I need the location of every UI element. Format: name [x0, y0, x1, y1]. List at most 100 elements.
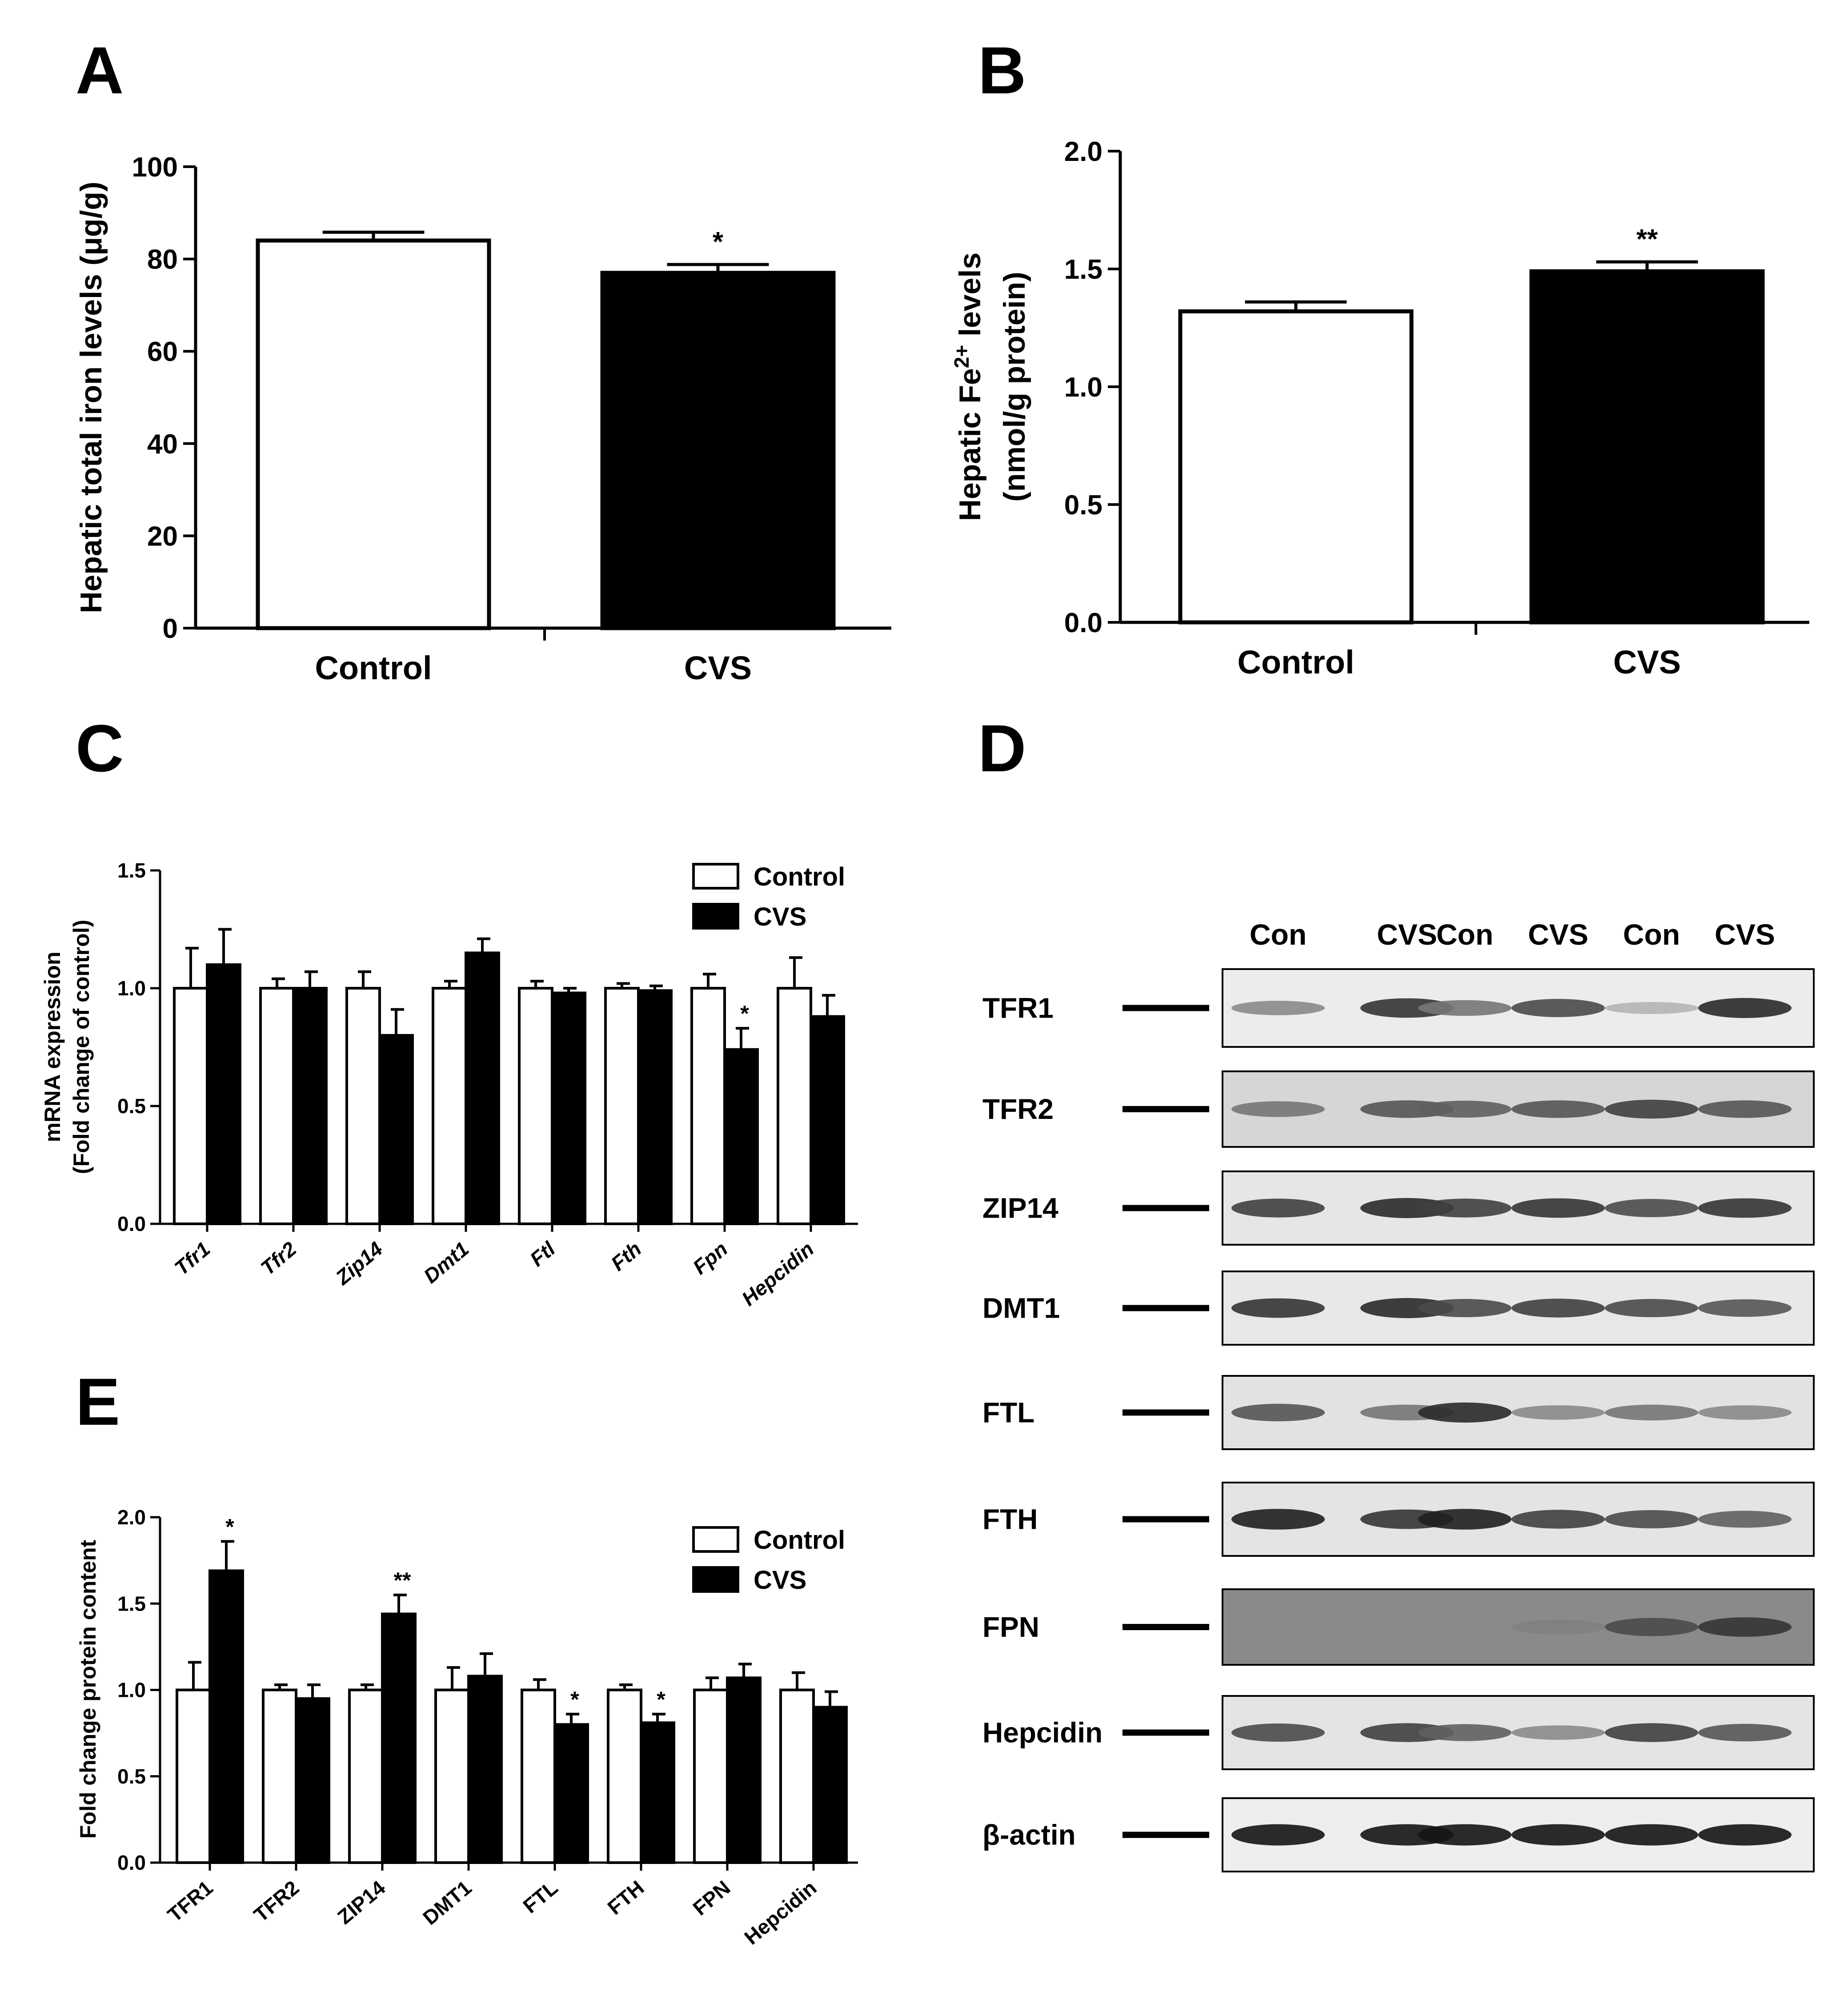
- y-tick-label: 2.0: [1064, 136, 1102, 167]
- category-label: TFR2: [249, 1876, 304, 1927]
- category-label: Hepcidin: [737, 1237, 818, 1311]
- blot-band: [1231, 1824, 1325, 1846]
- category-label: Tfr2: [256, 1237, 301, 1280]
- panel-letter-d: D: [978, 711, 1026, 786]
- bar-cvs: [465, 951, 500, 1225]
- blot-band: [1231, 1723, 1325, 1742]
- significance-marker: **: [394, 1568, 411, 1593]
- blot-band: [1511, 1619, 1605, 1635]
- y-tick-label: 1.0: [117, 1679, 146, 1702]
- y-tick-label: 60: [147, 337, 178, 367]
- bar-cvs: [810, 1015, 845, 1226]
- bar-control: [345, 987, 381, 1225]
- blot-band: [1511, 1405, 1605, 1420]
- blot-band: [1605, 1618, 1698, 1636]
- bar-cvs: [206, 963, 241, 1225]
- blot-band: [1605, 1404, 1698, 1421]
- blot-band: [1511, 999, 1605, 1017]
- blot-band: [1511, 1824, 1605, 1846]
- bar-control: [693, 1688, 729, 1864]
- blot-band: [1511, 1198, 1605, 1218]
- y-axis-label: mRNA expression: [40, 952, 65, 1142]
- significance-marker: *: [713, 227, 724, 257]
- blot-row-label: β-actin: [982, 1819, 1076, 1851]
- blot-row-label: Hepcidin: [982, 1717, 1102, 1749]
- category-label: Hepcidin: [740, 1876, 821, 1949]
- blot-band: [1605, 1824, 1698, 1846]
- category-label: Control: [1237, 644, 1354, 681]
- chart-a: 0 20 40 60 80 100 Control CVS * Hepatic total iro…: [74, 152, 891, 686]
- chart-e: 0.0 0.5 1.0 1.5 2.0 * TFR1 TFR2 ** ZIP14 DMT1 * FTL *…: [76, 1506, 858, 1949]
- category-label: Fth: [606, 1237, 645, 1275]
- y-tick-label: 1.5: [117, 859, 146, 882]
- legend-label-control: Control: [754, 862, 845, 891]
- lane-label: CVS: [1377, 918, 1437, 951]
- blot-band: [1418, 1824, 1511, 1846]
- y-axis-label: Fold change protein content: [76, 1540, 100, 1839]
- bar-cvs: [292, 987, 328, 1225]
- category-label: Ftl: [525, 1237, 560, 1271]
- legend-swatch-cvs: [692, 903, 739, 930]
- blot-row-label: FTH: [982, 1503, 1038, 1535]
- blot-row-label: ZIP14: [982, 1192, 1058, 1224]
- blot-row-label: TFR1: [982, 992, 1054, 1024]
- y-tick-label: 2.0: [117, 1506, 146, 1529]
- y-tick-label: 0: [163, 613, 178, 644]
- blot-band: [1698, 1100, 1792, 1118]
- bar-control: [521, 1688, 556, 1864]
- bar-cvs: [726, 1676, 762, 1864]
- bar-cvs: [208, 1569, 244, 1864]
- bar-cvs: [637, 989, 673, 1226]
- y-tick-label: 100: [132, 152, 178, 183]
- blot-band: [1418, 1724, 1511, 1741]
- blot-band: [1231, 1509, 1325, 1530]
- category-label: FTL: [518, 1876, 562, 1918]
- blot-band: [1698, 1824, 1792, 1846]
- blot-band: [1231, 1619, 1325, 1635]
- blot-row-label: FPN: [982, 1611, 1039, 1643]
- blot-band: [1511, 1299, 1605, 1318]
- significance-marker: **: [1636, 224, 1658, 255]
- lane-label: CVS: [1715, 918, 1775, 951]
- y-tick-label: 80: [147, 244, 178, 275]
- y-tick-label: 0.5: [117, 1094, 146, 1118]
- y-tick-label: 1.0: [1064, 372, 1102, 403]
- y-axis-label-line2: (nmol/g protein): [998, 272, 1031, 501]
- y-tick-label: 1.5: [1064, 254, 1102, 285]
- category-label: FTH: [603, 1876, 649, 1919]
- bar-control: [607, 1688, 642, 1864]
- bar-cvs: [467, 1675, 503, 1864]
- bar-cvs: [551, 991, 586, 1226]
- bar-control: [176, 1688, 211, 1864]
- blot-band: [1698, 1198, 1792, 1218]
- category-label: Zip14: [330, 1237, 387, 1290]
- bar-control: [256, 238, 491, 630]
- significance-marker: *: [740, 1001, 749, 1026]
- y-tick-label: 40: [147, 429, 178, 460]
- blot-band: [1418, 1619, 1511, 1635]
- bar-control: [348, 1688, 384, 1864]
- category-label: FPN: [689, 1876, 735, 1920]
- blot-band: [1418, 1299, 1511, 1317]
- category-label: DMT1: [418, 1876, 476, 1929]
- legend-swatch-control: [692, 1526, 739, 1553]
- category-label: CVS: [684, 649, 752, 686]
- y-tick-label: 0.0: [117, 1212, 146, 1235]
- bar-cvs: [553, 1723, 589, 1864]
- blot-band: [1605, 1510, 1698, 1528]
- bar-control: [690, 987, 726, 1225]
- y-axis-label: Hepatic Fe2+ levels: [950, 253, 987, 521]
- bar-cvs: [600, 271, 836, 630]
- blot-band: [1418, 1509, 1511, 1530]
- blot-band: [1605, 1199, 1698, 1217]
- significance-marker: *: [225, 1514, 234, 1539]
- legend-label-control: Control: [754, 1526, 845, 1555]
- lane-label: Con: [1436, 918, 1493, 951]
- bar-cvs: [381, 1612, 417, 1864]
- category-label: Tfr1: [170, 1237, 214, 1280]
- bar-control: [432, 987, 467, 1225]
- blot-band: [1511, 1100, 1605, 1118]
- blot-band: [1418, 1198, 1511, 1218]
- bar-cvs: [295, 1697, 330, 1864]
